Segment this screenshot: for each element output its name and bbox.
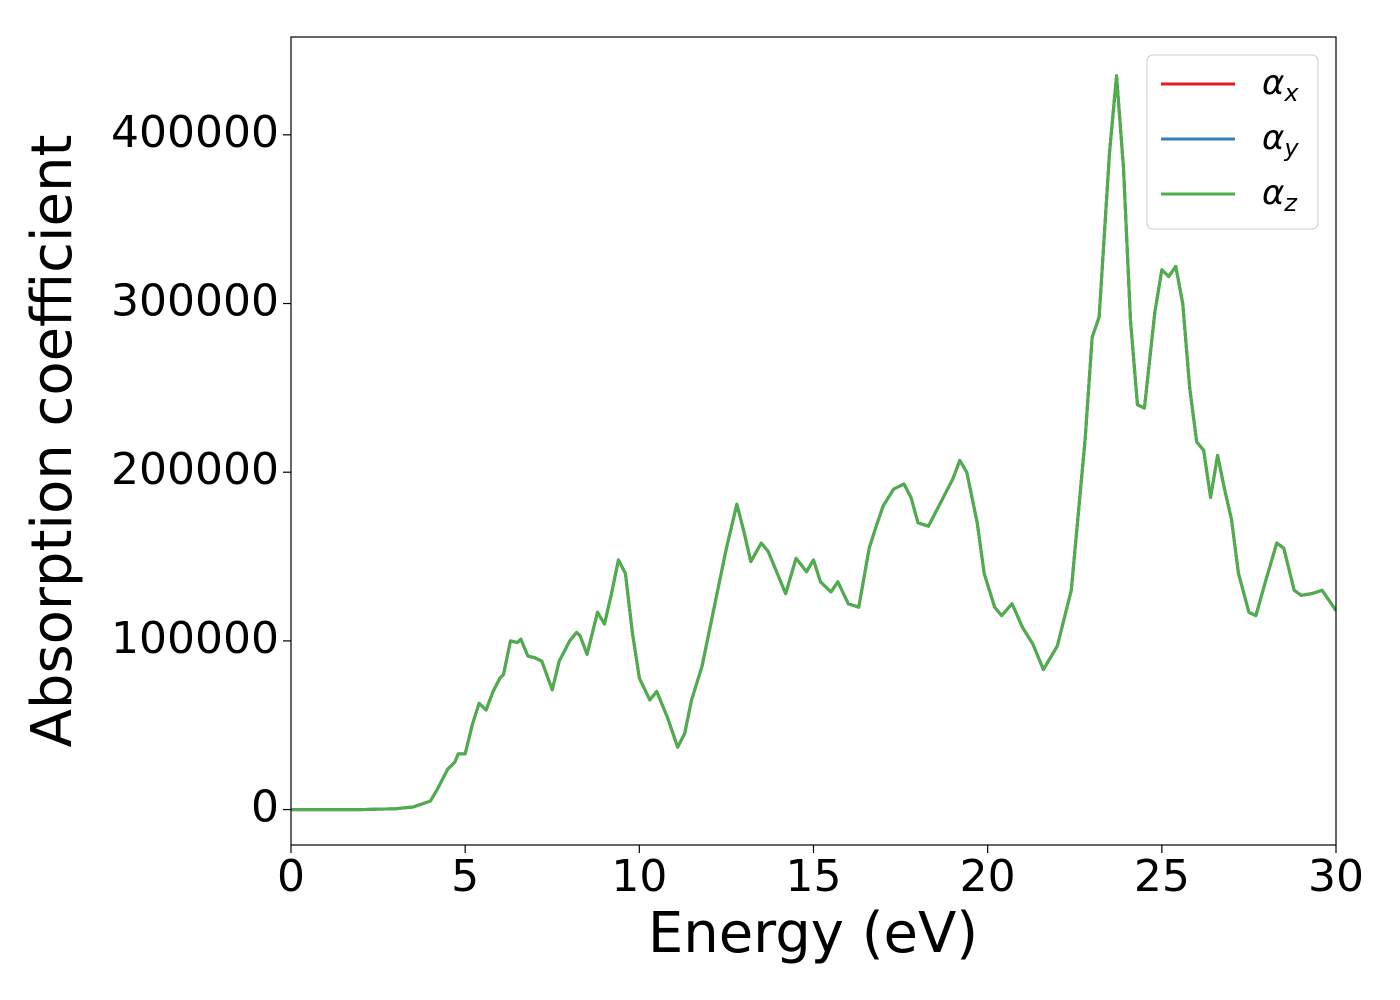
x-tick-label: 25: [1134, 851, 1190, 902]
y-tick-label: 300000: [111, 276, 279, 327]
legend-label: αz: [1262, 173, 1298, 218]
x-tick-label: 5: [451, 851, 479, 902]
y-axis-label: Absorption coefficient: [20, 135, 85, 748]
x-tick-label: 10: [611, 851, 667, 902]
legend-box: [1146, 54, 1319, 230]
legend-label: αy: [1262, 118, 1299, 163]
legend-label: αx: [1262, 63, 1299, 108]
y-tick-label: 0: [251, 782, 279, 833]
series-line: [291, 74, 1336, 812]
x-axis-label: Energy (eV): [648, 901, 978, 966]
plot-frame: [290, 36, 1337, 846]
y-tick-label: 200000: [111, 444, 279, 495]
x-tick-label: 0: [277, 851, 305, 902]
y-tick-label: 100000: [111, 613, 279, 664]
x-tick-label: 30: [1308, 851, 1364, 902]
x-tick-label: 20: [960, 851, 1016, 902]
x-tick-label: 15: [786, 851, 842, 902]
y-tick-label: 400000: [111, 107, 279, 158]
